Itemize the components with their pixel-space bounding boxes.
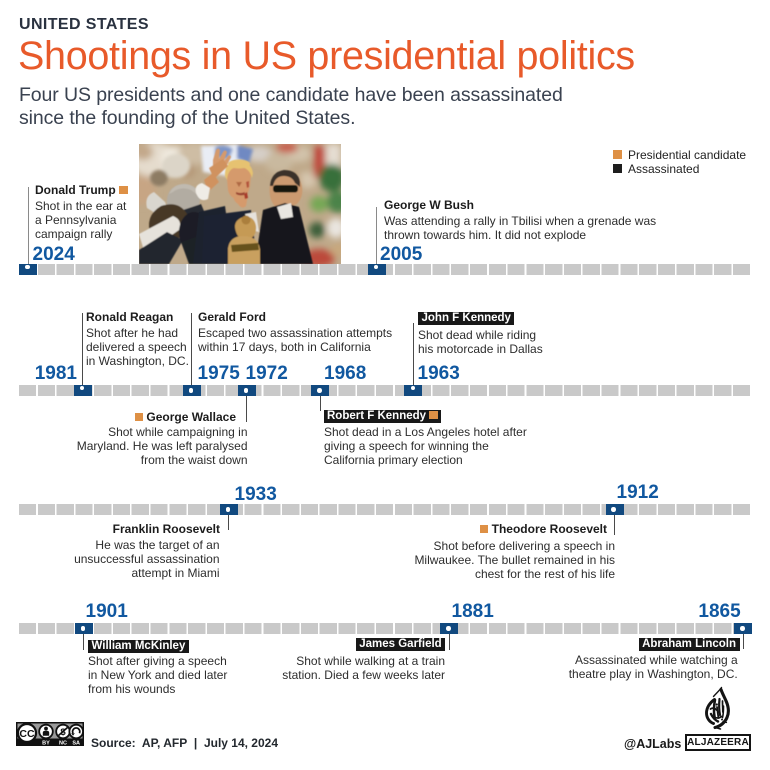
svg-text:$: $ [60,727,66,738]
svg-text:SA: SA [72,741,80,746]
svg-text:NC: NC [59,741,67,746]
svg-text:BY: BY [42,741,50,746]
svg-text:CC: CC [19,728,35,740]
